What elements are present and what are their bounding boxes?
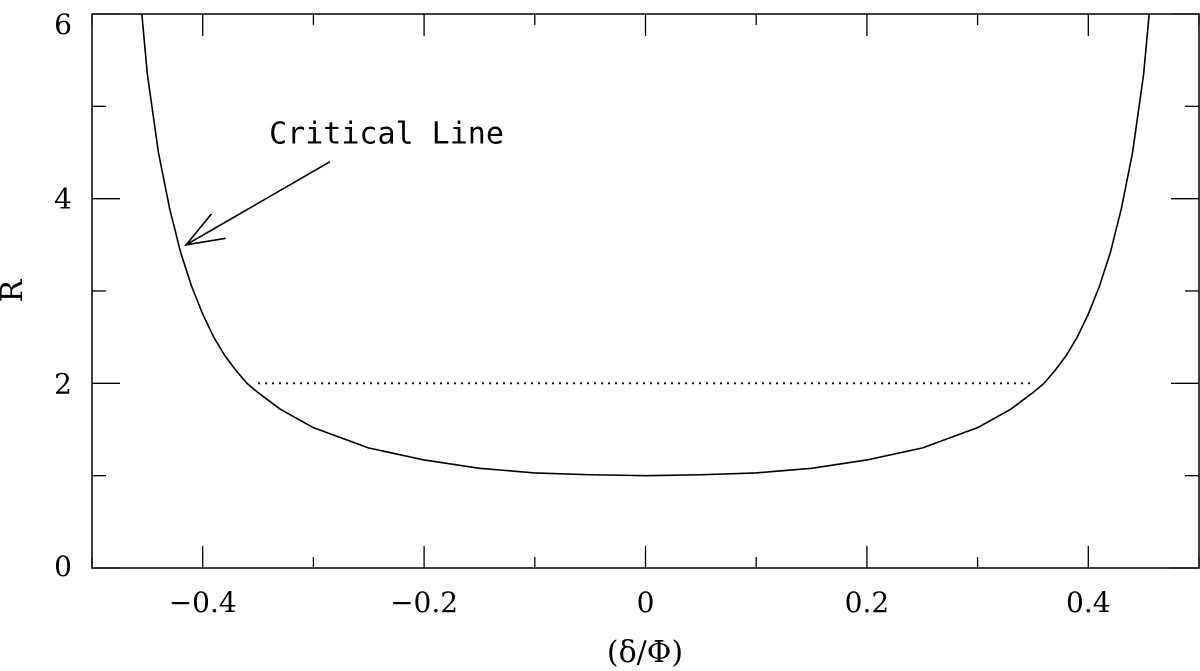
major-ticks [92, 13, 1199, 569]
y-axis-label: R [0, 278, 30, 302]
x-tick-label: −0.4 [169, 586, 237, 619]
plot-frame [91, 13, 1200, 569]
annotation-text: Critical Line [269, 116, 504, 151]
y-tick-label: 6 [54, 8, 72, 41]
critical-line-series [141, 13, 1150, 477]
x-tick-label: 0.4 [1066, 586, 1111, 619]
x-tick-label: 0.2 [845, 586, 890, 619]
x-tick-label: −0.2 [390, 586, 458, 619]
annotation-arrow-head [184, 213, 226, 246]
annotation-arrow-shaft [185, 161, 331, 246]
minor-ticks [91, 14, 1200, 568]
x-axis-label: (δ/Φ) [607, 635, 683, 670]
annotation-layer: Critical Line [184, 116, 504, 246]
y-tick-labels: 0 2 4 6 [54, 8, 72, 583]
x-tick-label: 0 [637, 586, 655, 619]
y-tick-label: 4 [54, 183, 72, 216]
y-tick-label: 0 [54, 550, 72, 583]
series-layer [141, 13, 1150, 477]
y-tick-label: 2 [54, 367, 72, 400]
x-tick-labels: −0.4 −0.2 0 0.2 0.4 [169, 586, 1111, 619]
